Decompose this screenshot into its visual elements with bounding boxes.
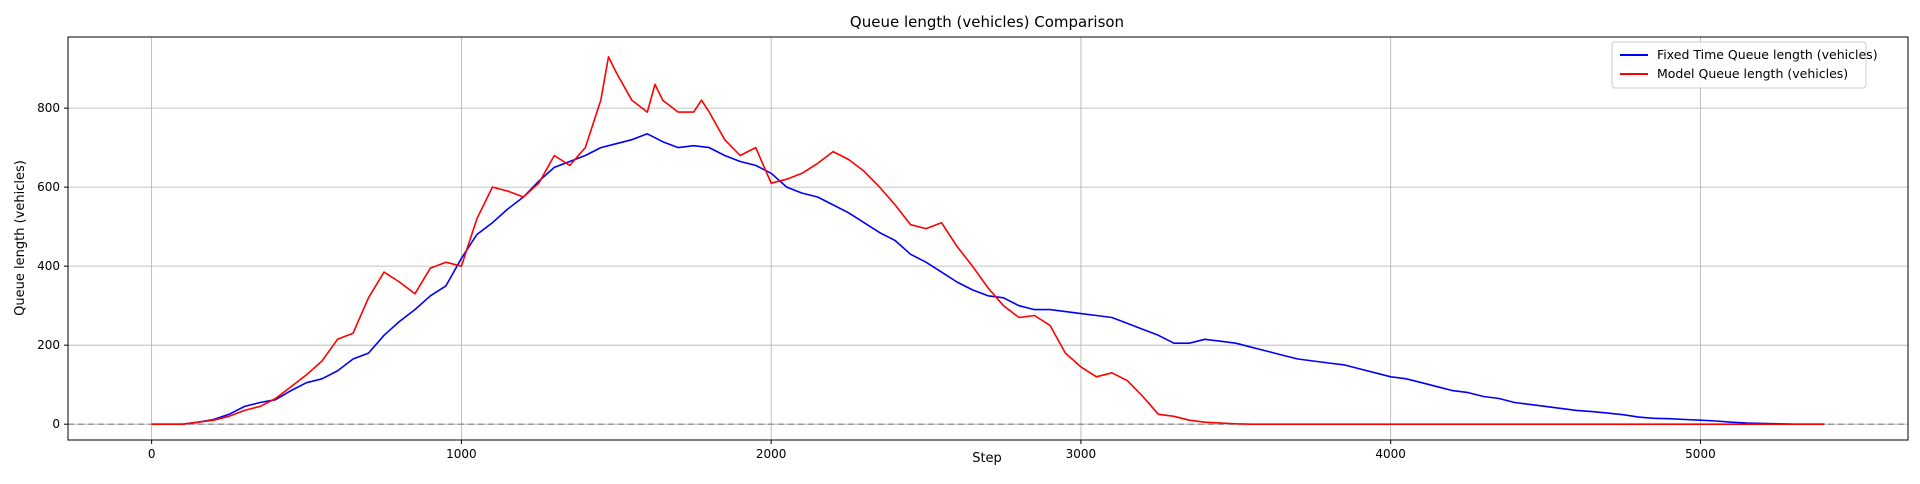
- y-tick-label: 200: [37, 338, 60, 352]
- series-lines: [151, 56, 1825, 425]
- grid: [68, 37, 1908, 440]
- series-line-model: [151, 56, 1825, 425]
- x-tick-label: 4000: [1375, 447, 1406, 461]
- y-tick-label: 600: [37, 180, 60, 194]
- x-axis-ticks: 0 1000 2000 3000 4000 5000: [148, 440, 1716, 461]
- y-axis-ticks: 0 200 400 600 800: [37, 101, 68, 431]
- x-tick-label: 3000: [1066, 447, 1097, 461]
- legend-label-model: Model Queue length (vehicles): [1657, 66, 1848, 81]
- y-tick-label: 0: [52, 417, 60, 431]
- legend: Fixed Time Queue length (vehicles) Model…: [1611, 41, 1878, 89]
- y-tick-label: 400: [37, 259, 60, 273]
- x-tick-label: 0: [148, 447, 156, 461]
- y-axis-label: Queue length (vehicles): [13, 160, 28, 316]
- chart-title: Queue length (vehicles) Comparison: [850, 13, 1124, 31]
- x-axis-label: Step: [972, 451, 1002, 466]
- plot-frame: [67, 36, 1909, 441]
- series-line-fixed-time: [151, 133, 1825, 425]
- y-tick-label: 800: [37, 101, 60, 115]
- x-tick-label: 1000: [446, 447, 477, 461]
- x-tick-label: 5000: [1685, 447, 1716, 461]
- legend-label-fixed-time: Fixed Time Queue length (vehicles): [1657, 47, 1878, 62]
- legend-box: [1611, 41, 1867, 89]
- x-tick-label: 2000: [756, 447, 787, 461]
